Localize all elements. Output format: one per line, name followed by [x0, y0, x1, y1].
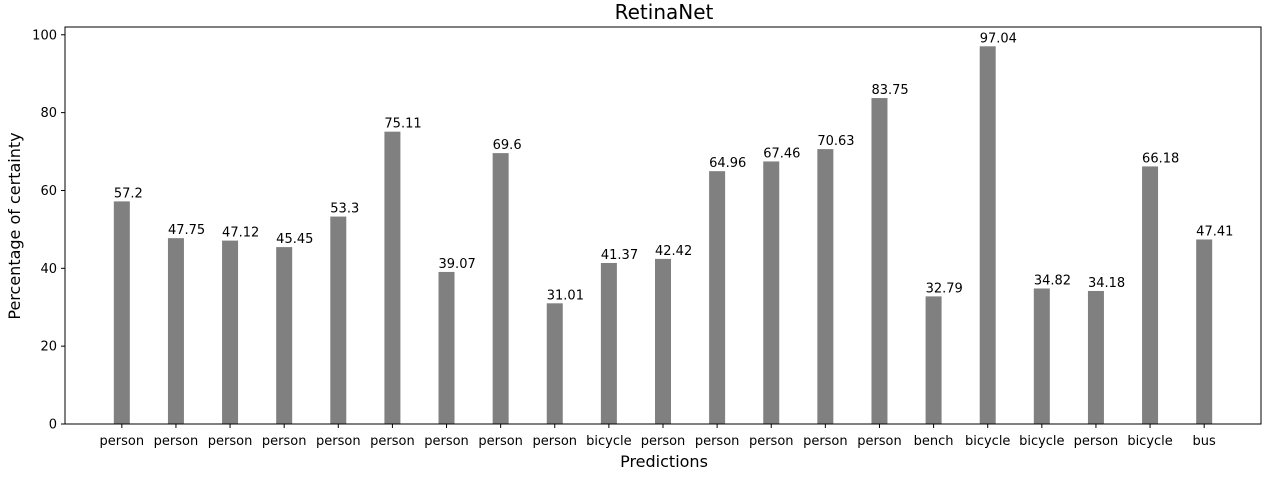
data-label: 47.41 — [1196, 224, 1233, 239]
x-tick-label: person — [857, 434, 902, 449]
x-tick-label: person — [370, 434, 415, 449]
y-tick-label: 60 — [40, 184, 57, 199]
y-axis-label: Percentage of certainty — [5, 132, 24, 319]
bar — [763, 161, 780, 424]
x-tick-label: person — [641, 434, 686, 449]
bar — [655, 258, 671, 424]
x-tick-label: person — [1074, 434, 1119, 449]
data-label: 57.2 — [114, 186, 143, 201]
data-label: 67.46 — [763, 146, 800, 161]
bar — [167, 238, 184, 424]
y-tick-label: 20 — [40, 340, 57, 355]
x-tick-label: person — [532, 434, 577, 449]
data-label: 75.11 — [384, 117, 421, 132]
axes-layer: person person person person person person pers… — [32, 26, 1262, 449]
x-tick-label: bus — [1193, 434, 1216, 449]
data-label: 45.45 — [276, 232, 313, 247]
bar — [276, 247, 293, 424]
x-tick-label: bench — [914, 434, 954, 449]
x-tick-label: bicycle — [965, 434, 1010, 449]
x-tick-label: person — [262, 434, 307, 449]
x-tick-label: person — [749, 434, 794, 449]
x-tick-label: person — [100, 434, 145, 449]
x-tick-label: bicycle — [1127, 434, 1172, 449]
data-label: 83.75 — [871, 83, 908, 98]
x-tick-label: bicycle — [1019, 434, 1064, 449]
data-label: 34.82 — [1034, 273, 1071, 288]
data-label: 66.18 — [1142, 151, 1179, 166]
x-tick-label: person — [695, 434, 740, 449]
x-axis-label: Predictions — [620, 452, 708, 471]
data-label: 53.3 — [330, 202, 359, 217]
data-labels-layer: 57.2 47.75 47.12 45.45 53.3 75.11 39.07 69.6 31.… — [114, 31, 1234, 303]
x-tick-label: person — [478, 434, 523, 449]
data-label: 39.07 — [439, 257, 476, 272]
data-label: 34.18 — [1088, 276, 1125, 291]
data-label: 32.79 — [926, 281, 963, 296]
bar — [925, 296, 942, 424]
x-tick-label: bicycle — [586, 434, 631, 449]
bar — [113, 201, 130, 424]
data-label: 42.42 — [655, 244, 692, 259]
bar — [600, 262, 617, 424]
y-tick-label: 0 — [49, 418, 57, 433]
bar — [384, 131, 401, 424]
y-tick-label: 40 — [40, 262, 57, 277]
bar — [1142, 166, 1159, 424]
bars-layer — [113, 46, 1213, 424]
bar — [817, 149, 834, 424]
x-tick-label: person — [208, 434, 253, 449]
data-label: 47.75 — [168, 223, 205, 238]
data-label: 64.96 — [709, 156, 746, 171]
x-tick-label: person — [154, 434, 199, 449]
data-label: 97.04 — [980, 31, 1017, 46]
bar — [438, 271, 455, 424]
bar — [330, 216, 347, 424]
chart-title: RetinaNet — [615, 0, 714, 24]
data-label: 69.6 — [493, 138, 522, 153]
bar — [1196, 239, 1213, 424]
data-label: 41.37 — [601, 248, 638, 263]
data-label: 47.12 — [222, 226, 259, 241]
x-tick-label: person — [424, 434, 469, 449]
data-label: 70.63 — [817, 134, 854, 149]
data-label: 31.01 — [547, 288, 584, 303]
bar — [492, 153, 509, 424]
bar — [871, 98, 888, 424]
x-tick-label: person — [803, 434, 848, 449]
x-tick-label: person — [316, 434, 361, 449]
bar — [709, 171, 726, 424]
bar — [222, 240, 239, 424]
bar — [1033, 288, 1050, 424]
bar — [546, 303, 563, 424]
bar — [979, 46, 996, 424]
bar — [1087, 290, 1104, 424]
y-tick-label: 100 — [32, 28, 57, 43]
y-tick-label: 80 — [40, 106, 57, 121]
plot-frame — [64, 26, 1262, 425]
